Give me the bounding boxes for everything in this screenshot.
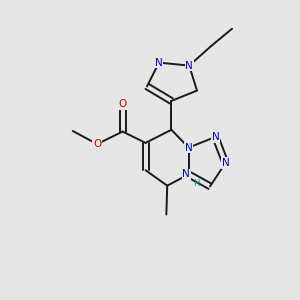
Text: N: N <box>212 132 219 142</box>
Text: N: N <box>222 158 230 168</box>
Text: N: N <box>185 61 193 70</box>
Text: N: N <box>182 169 190 179</box>
Text: O: O <box>93 139 101 149</box>
Text: H: H <box>193 179 200 188</box>
Text: N: N <box>155 58 163 68</box>
Text: O: O <box>118 99 127 109</box>
Text: N: N <box>185 142 193 153</box>
